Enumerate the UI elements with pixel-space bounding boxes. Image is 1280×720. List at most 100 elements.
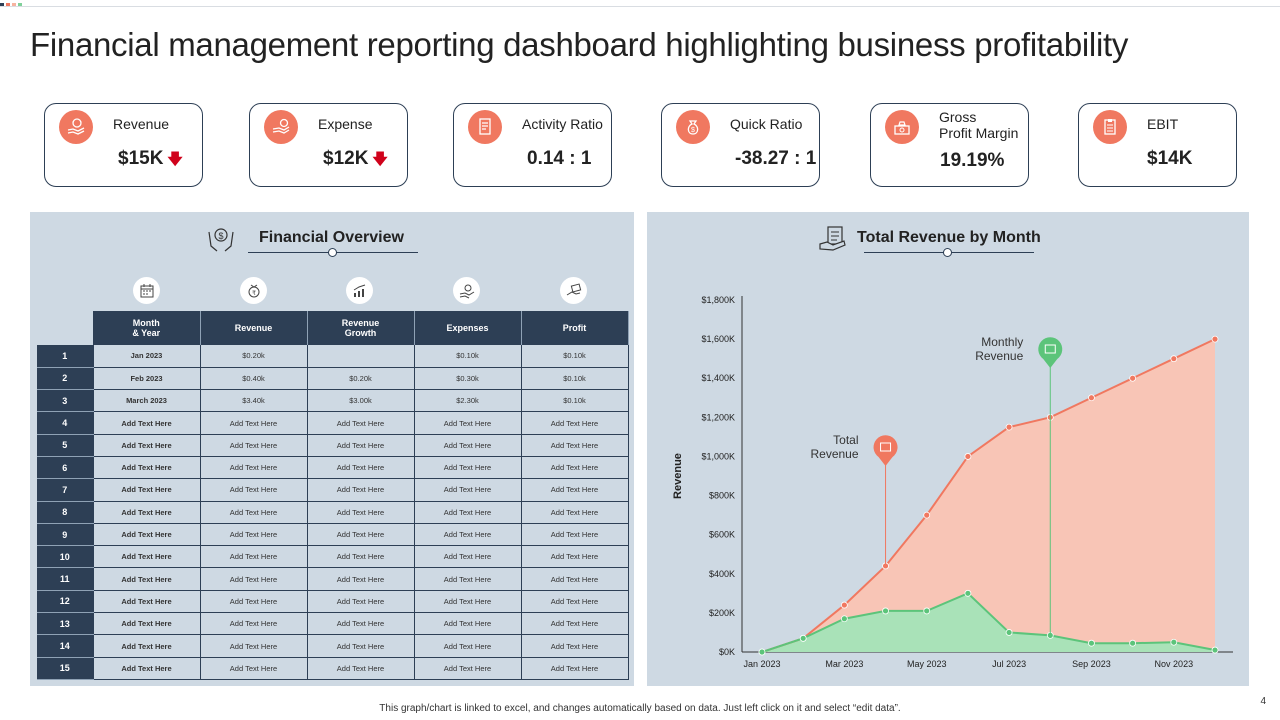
table-cell: Add Text Here xyxy=(200,434,308,457)
svg-text:$: $ xyxy=(218,231,223,241)
financial-overview-table: Month & Year Revenue Revenue Growth Expens… xyxy=(37,311,629,680)
table-row: 6 Add Text Here Add Text Here Add Text Here… xyxy=(37,456,629,480)
table-cell: Add Text Here xyxy=(521,590,629,614)
y-tick-label: $800K xyxy=(709,491,735,501)
table-cell: Add Text Here xyxy=(307,567,415,591)
table-cell: $0.30k xyxy=(414,367,522,391)
kpi-label: Revenue xyxy=(113,116,170,132)
row-number: 8 xyxy=(37,501,94,524)
clipboard-icon xyxy=(1093,110,1127,144)
data-point xyxy=(1005,629,1013,636)
cash-stack-icon xyxy=(885,110,919,144)
table-cell: Add Text Here xyxy=(93,612,201,636)
data-point xyxy=(758,648,766,656)
table-cell: Add Text Here xyxy=(521,523,629,547)
header-revenue: Revenue xyxy=(200,311,308,345)
table-cell: Add Text Here xyxy=(414,478,522,502)
row-number: 2 xyxy=(37,367,94,391)
kpi-card-ebit[interactable]: EBIT $14K xyxy=(1078,103,1237,187)
financial-overview-title: Financial Overview xyxy=(259,229,404,246)
table-cell: Add Text Here xyxy=(93,634,201,658)
table-cell: Add Text Here xyxy=(414,523,522,547)
table-cell: Add Text Here xyxy=(521,634,629,658)
table-row: 2 Feb 2023 $0.40k $0.20k $0.30k $0.10k xyxy=(37,367,629,391)
row-number: 5 xyxy=(37,434,94,457)
kpi-value: $14K xyxy=(1147,148,1193,169)
arrow-down-icon: 🡇 xyxy=(372,151,388,168)
data-point xyxy=(964,453,972,460)
table-cell: Add Text Here xyxy=(93,478,201,502)
kpi-value: 19.19% xyxy=(940,150,1005,171)
table-cell: Add Text Here xyxy=(200,456,308,480)
table-cell: Add Text Here xyxy=(414,545,522,569)
table-cell: Add Text Here xyxy=(93,501,201,524)
top-accent-bar xyxy=(0,0,1280,7)
table-row: 9 Add Text Here Add Text Here Add Text Here… xyxy=(37,523,629,547)
table-cell: Add Text Here xyxy=(200,411,308,435)
table-cell: March 2023 xyxy=(93,389,201,413)
table-row: 12 Add Text Here Add Text Here Add Text Her… xyxy=(37,590,629,614)
table-cell: Add Text Here xyxy=(307,590,415,614)
table-cell: Add Text Here xyxy=(521,612,629,636)
table-row: 11 Add Text Here Add Text Here Add Text Her… xyxy=(37,567,629,591)
data-point xyxy=(1088,639,1095,647)
kpi-card-expense[interactable]: Expense $12K 🡇 xyxy=(249,103,408,187)
data-point xyxy=(1005,423,1013,431)
table-cell: $0.10k xyxy=(521,345,629,368)
kpi-card-quick-ratio[interactable]: $ Quick Ratio -38.27 : 1 xyxy=(661,103,820,187)
page-title: Financial management reporting dashboard… xyxy=(30,26,1129,63)
table-row: 13 Add Text Here Add Text Here Add Text Her… xyxy=(37,612,629,636)
annotation-label: Revenue xyxy=(810,447,858,461)
table-cell: $3.40k xyxy=(200,389,308,413)
table-cell: Add Text Here xyxy=(93,523,201,547)
table-cell: $0.10k xyxy=(414,345,522,368)
data-point xyxy=(799,634,807,642)
row-number: 15 xyxy=(37,657,94,680)
table-cell: Add Text Here xyxy=(414,456,522,480)
table-cell: Add Text Here xyxy=(307,545,415,569)
kpi-card-gross-profit-margin[interactable]: Gross Profit Margin 19.19% xyxy=(870,103,1029,187)
data-point xyxy=(1170,355,1178,363)
x-tick-label: Mar 2023 xyxy=(825,659,863,669)
svg-text:$: $ xyxy=(691,127,695,134)
row-number: 13 xyxy=(37,612,94,636)
annotation-label: Revenue xyxy=(975,349,1023,363)
table-cell: Add Text Here xyxy=(521,545,629,569)
data-point xyxy=(840,615,848,623)
x-tick-label: Nov 2023 xyxy=(1155,659,1194,669)
data-point xyxy=(1088,394,1095,402)
kpi-card-activity-ratio[interactable]: Activity Ratio 0.14 : 1 xyxy=(453,103,612,187)
table-cell: Add Text Here xyxy=(521,478,629,502)
data-point xyxy=(923,607,931,615)
kpi-card-revenue[interactable]: Revenue $15K 🡇 xyxy=(44,103,203,187)
table-cell: Add Text Here xyxy=(93,456,201,480)
data-point xyxy=(964,589,972,597)
table-cell: Add Text Here xyxy=(307,612,415,636)
table-cell: Add Text Here xyxy=(521,456,629,480)
title-underline-dot xyxy=(943,248,952,257)
x-tick-label: May 2023 xyxy=(907,659,947,669)
data-point xyxy=(1211,335,1219,343)
table-cell: Add Text Here xyxy=(307,478,415,502)
annotation-label: Total xyxy=(833,433,858,447)
x-tick-label: Jul 2023 xyxy=(992,659,1026,669)
data-point xyxy=(840,601,848,609)
x-tick-label: Jan 2023 xyxy=(743,659,780,669)
arrow-down-icon: 🡇 xyxy=(167,151,183,168)
data-point xyxy=(1129,374,1137,382)
y-tick-label: $1,400K xyxy=(701,373,735,383)
svg-text:₹: ₹ xyxy=(252,290,256,297)
y-tick-label: $1,600K xyxy=(701,334,735,344)
row-number: 1 xyxy=(37,345,94,368)
money-bag-icon: $ xyxy=(676,110,710,144)
table-cell: Add Text Here xyxy=(200,523,308,547)
table-cell: Add Text Here xyxy=(93,411,201,435)
table-row: 4 Add Text Here Add Text Here Add Text Here… xyxy=(37,411,629,435)
row-number: 3 xyxy=(37,389,94,413)
header-profit: Profit xyxy=(521,311,629,345)
table-cell: Add Text Here xyxy=(307,501,415,524)
growth-chart-icon xyxy=(346,277,373,304)
row-number: 11 xyxy=(37,567,94,591)
table-cell: Add Text Here xyxy=(200,478,308,502)
y-tick-label: $600K xyxy=(709,530,735,540)
